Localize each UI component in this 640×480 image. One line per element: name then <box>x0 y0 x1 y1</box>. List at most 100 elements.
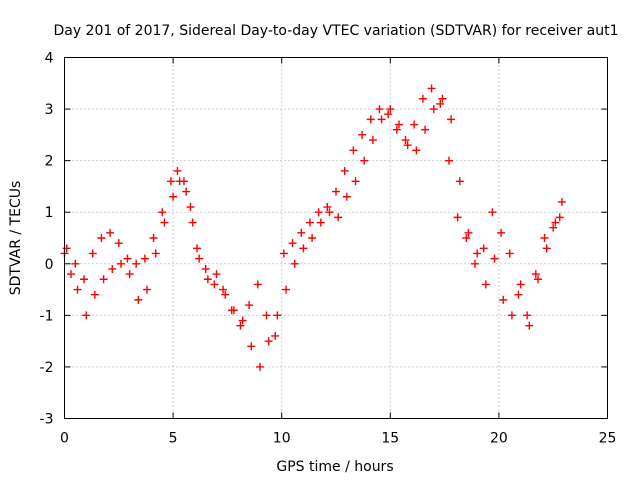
data-point <box>134 295 143 304</box>
data-point <box>490 254 499 263</box>
data-point <box>282 285 291 294</box>
data-point <box>499 295 508 304</box>
data-point <box>366 115 375 124</box>
data-point <box>386 105 395 114</box>
data-point <box>418 94 427 103</box>
data-point <box>173 166 182 175</box>
data-point <box>394 120 403 129</box>
data-point <box>227 306 236 315</box>
data-point <box>125 270 134 279</box>
data-point <box>555 213 564 222</box>
data-point <box>106 228 115 237</box>
data-point <box>80 275 89 284</box>
data-point <box>82 311 91 320</box>
data-point <box>358 130 367 139</box>
data-point <box>549 223 558 232</box>
data-point <box>99 275 108 284</box>
data-point <box>262 311 271 320</box>
data-point <box>464 228 473 237</box>
data-point <box>97 234 106 242</box>
grid-lines <box>64 57 608 419</box>
data-point <box>88 249 97 258</box>
data-point <box>305 218 314 227</box>
data-point <box>332 187 340 196</box>
data-point <box>473 249 482 258</box>
data-point <box>114 239 123 248</box>
data-point <box>540 234 549 242</box>
data-point <box>314 208 323 217</box>
data-point <box>299 244 308 253</box>
data-point <box>247 342 256 351</box>
data-point <box>323 203 332 212</box>
data-point <box>444 156 453 165</box>
data-point <box>427 84 436 93</box>
data-point <box>533 275 542 284</box>
data-point <box>368 136 377 145</box>
data-point <box>195 254 204 263</box>
data-point <box>403 141 412 150</box>
data-point <box>471 259 480 268</box>
data-point <box>455 177 464 186</box>
data-point <box>67 270 76 279</box>
data-point <box>210 280 219 289</box>
y-tick-label: 4 <box>45 51 54 67</box>
data-point <box>160 218 169 227</box>
data-point <box>542 244 551 253</box>
x-tick-label: 5 <box>169 431 178 447</box>
data-point <box>377 115 386 124</box>
data-point <box>481 280 490 289</box>
data-point <box>384 110 393 119</box>
data-point <box>438 94 447 103</box>
plot-data <box>60 84 566 371</box>
data-point <box>316 218 325 227</box>
data-point <box>169 192 178 201</box>
data-point <box>557 197 566 206</box>
data-point <box>123 254 132 263</box>
y-tick-label: 1 <box>45 205 54 221</box>
y-tick-label: 3 <box>45 102 54 118</box>
data-point <box>151 249 160 258</box>
data-point <box>255 362 264 371</box>
y-tick-label: -3 <box>40 412 54 428</box>
data-point <box>334 213 343 222</box>
data-point <box>166 177 175 186</box>
data-point <box>551 218 560 227</box>
data-point <box>507 311 516 320</box>
data-point <box>253 280 262 289</box>
data-point <box>271 331 280 340</box>
data-point <box>116 259 125 268</box>
data-point <box>203 275 212 284</box>
data-point <box>514 290 523 299</box>
data-point <box>392 125 401 134</box>
x-tick-label: 20 <box>490 431 508 447</box>
data-point <box>71 259 80 268</box>
data-point <box>488 208 497 217</box>
series-track-a <box>60 94 566 371</box>
y-tick-label: -1 <box>40 308 54 324</box>
data-point <box>236 321 245 330</box>
data-point <box>73 285 82 294</box>
x-tick-label: 25 <box>599 431 617 447</box>
data-point <box>149 234 158 242</box>
data-point <box>140 254 149 263</box>
data-point <box>132 259 141 268</box>
data-point <box>221 290 230 299</box>
data-point <box>505 249 514 258</box>
data-point <box>308 234 317 242</box>
data-point <box>279 249 288 258</box>
data-point <box>192 244 201 253</box>
data-point <box>201 264 210 273</box>
data-point <box>186 203 195 212</box>
y-tick-label: 0 <box>45 257 54 273</box>
data-point <box>375 105 384 114</box>
data-point <box>516 280 525 289</box>
data-point <box>342 192 351 201</box>
data-point <box>290 259 299 268</box>
y-axis-label: SDTVAR / TECUs <box>8 181 24 296</box>
data-point <box>158 208 167 217</box>
data-point <box>179 177 188 186</box>
data-point <box>297 228 306 237</box>
tick-labels: 0 5 10 15 20 25 -3 -2 -1 0 1 2 3 4 <box>40 51 617 447</box>
